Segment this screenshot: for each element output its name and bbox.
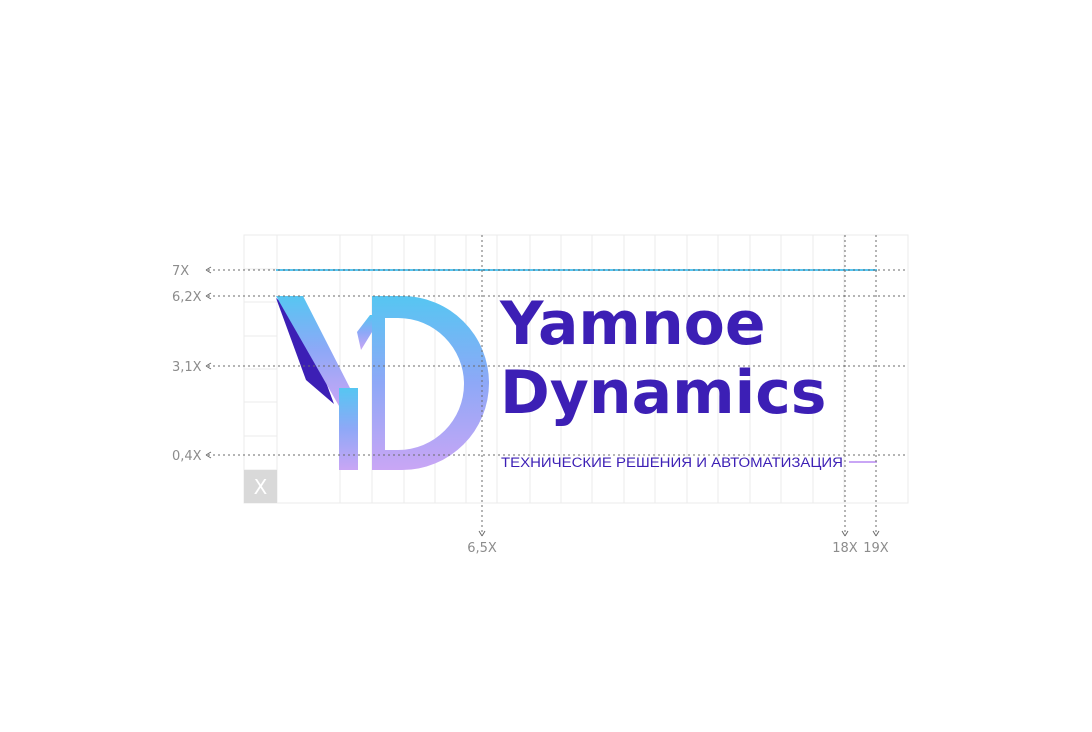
guide-label: 6,5X [467,541,497,556]
monogram-y-left-arm [276,296,350,406]
guide-arrow-icon [205,292,212,300]
monogram-d-bowl [372,296,489,470]
guide-label: 18X [832,541,858,556]
tagline: ТЕХНИЧЕСКИЕ РЕШЕНИЯ И АВТОМАТИЗАЦИЯ [501,455,843,471]
guide-label: 3,1X [172,360,202,375]
guide-arrow-icon [205,266,212,274]
guide-label: 0,4X [172,449,202,464]
horizontal-dimension-guides: 6,5X 18X 19X [467,235,889,556]
guide-arrow-icon [205,451,212,459]
guide-arrow-icon [841,530,849,537]
guide-arrow-icon [205,362,212,370]
unit-box [244,470,277,503]
guide-label: 19X [863,541,889,556]
unit-label: X [254,475,268,499]
monogram-dark-stroke [276,298,334,404]
wordmark-line2: Dynamics [500,358,826,428]
guide-label: 7X [172,264,189,279]
monogram-y-stem [339,388,358,470]
vertical-dimension-guides: 7X 6,2X 3,1X 0,4X [172,264,908,464]
guide-label: 6,2X [172,290,202,305]
guide-arrow-icon [478,530,486,537]
monogram-logo [276,296,489,470]
guide-arrow-icon [872,530,880,537]
wordmark-line1: Yamnoe [499,289,766,359]
